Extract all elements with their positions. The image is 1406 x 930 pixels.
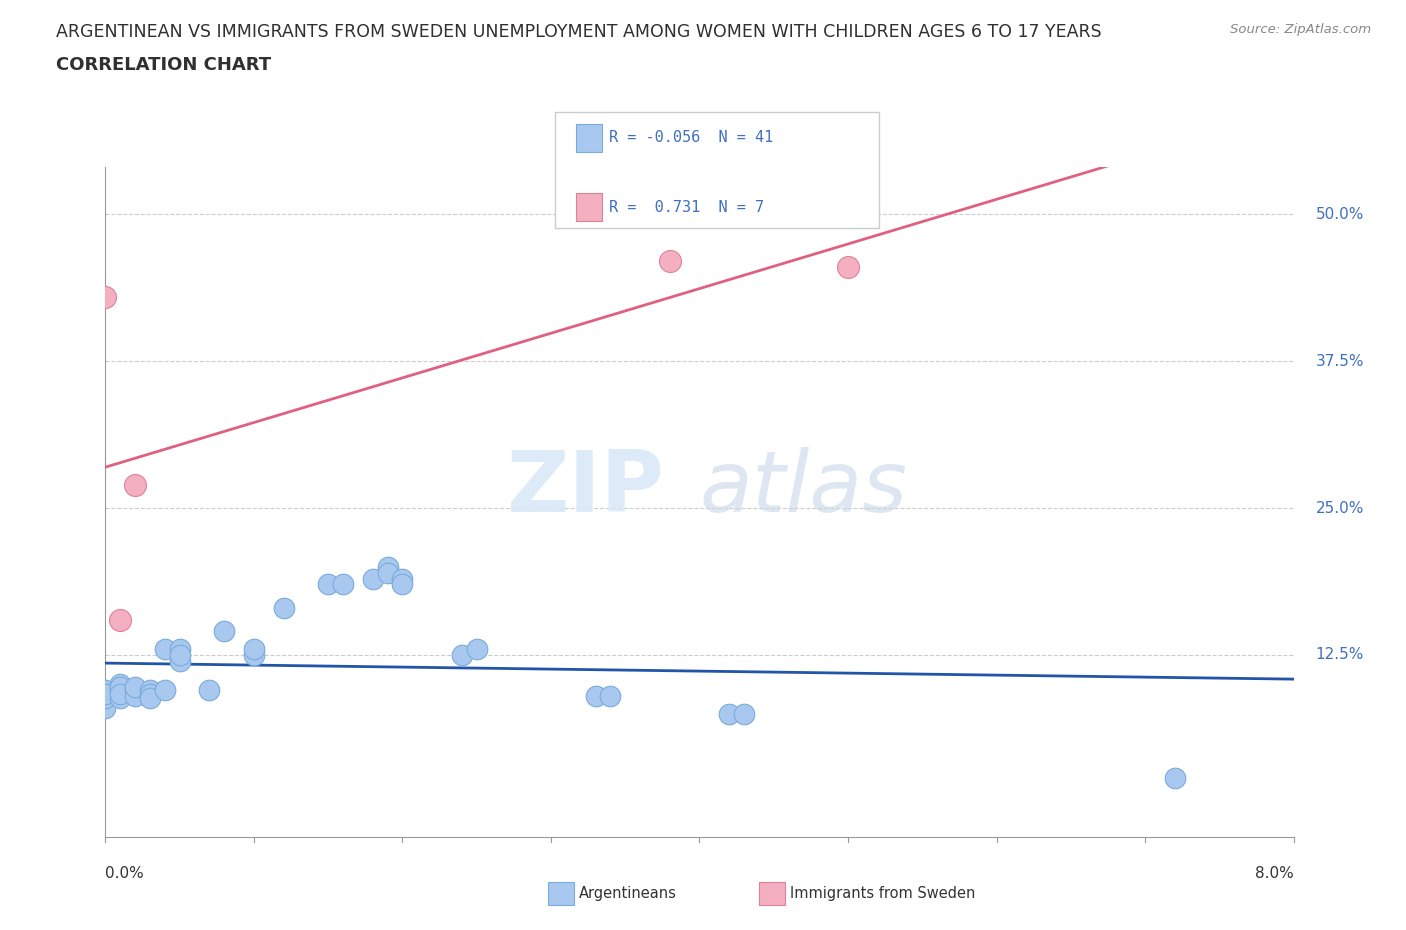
Point — [733, 706, 755, 721]
Point — [94, 688, 117, 703]
Point — [1164, 771, 1187, 786]
Point — [377, 559, 399, 574]
Text: 37.5%: 37.5% — [1316, 353, 1364, 368]
Point — [110, 679, 132, 694]
Text: 0.0%: 0.0% — [105, 867, 145, 882]
Point — [243, 647, 266, 662]
Text: Source: ZipAtlas.com: Source: ZipAtlas.com — [1230, 23, 1371, 36]
Point — [110, 686, 132, 701]
Point — [585, 688, 607, 703]
Text: Argentineans: Argentineans — [579, 886, 678, 901]
Point — [94, 686, 117, 701]
Text: atlas: atlas — [700, 447, 907, 530]
Point — [94, 700, 117, 715]
Text: CORRELATION CHART: CORRELATION CHART — [56, 56, 271, 73]
Point — [124, 477, 146, 492]
Text: 12.5%: 12.5% — [1316, 647, 1364, 662]
Text: Immigrants from Sweden: Immigrants from Sweden — [790, 886, 976, 901]
Point — [169, 654, 191, 669]
Point — [94, 289, 117, 304]
Point — [273, 601, 295, 616]
Point — [332, 577, 354, 591]
Point — [169, 647, 191, 662]
Point — [377, 565, 399, 580]
Point — [139, 686, 162, 701]
Point — [124, 688, 146, 703]
Text: ARGENTINEAN VS IMMIGRANTS FROM SWEDEN UNEMPLOYMENT AMONG WOMEN WITH CHILDREN AGE: ARGENTINEAN VS IMMIGRANTS FROM SWEDEN UN… — [56, 23, 1102, 41]
Text: 8.0%: 8.0% — [1254, 867, 1294, 882]
Point — [139, 683, 162, 698]
Point — [94, 691, 117, 706]
Point — [465, 642, 488, 657]
Point — [94, 695, 117, 710]
Point — [169, 642, 191, 657]
Point — [110, 677, 132, 692]
Point — [124, 683, 146, 698]
Point — [391, 577, 413, 591]
Point — [718, 706, 741, 721]
Point — [94, 683, 117, 698]
Point — [599, 688, 621, 703]
Point — [139, 691, 162, 706]
Point — [153, 642, 176, 657]
Point — [837, 259, 859, 274]
Text: 50.0%: 50.0% — [1316, 206, 1364, 222]
Point — [110, 683, 132, 698]
Point — [198, 683, 221, 698]
Point — [110, 691, 132, 706]
Point — [450, 647, 472, 662]
Text: R =  0.731  N = 7: R = 0.731 N = 7 — [609, 200, 763, 215]
Point — [153, 683, 176, 698]
Point — [361, 571, 384, 586]
Point — [110, 612, 132, 627]
Point — [214, 624, 236, 639]
Text: 25.0%: 25.0% — [1316, 500, 1364, 515]
Text: ZIP: ZIP — [506, 447, 664, 530]
Text: R = -0.056  N = 41: R = -0.056 N = 41 — [609, 130, 773, 145]
Point — [658, 254, 681, 269]
Point — [243, 642, 266, 657]
Point — [124, 679, 146, 694]
Point — [391, 571, 413, 586]
Point — [316, 577, 339, 591]
